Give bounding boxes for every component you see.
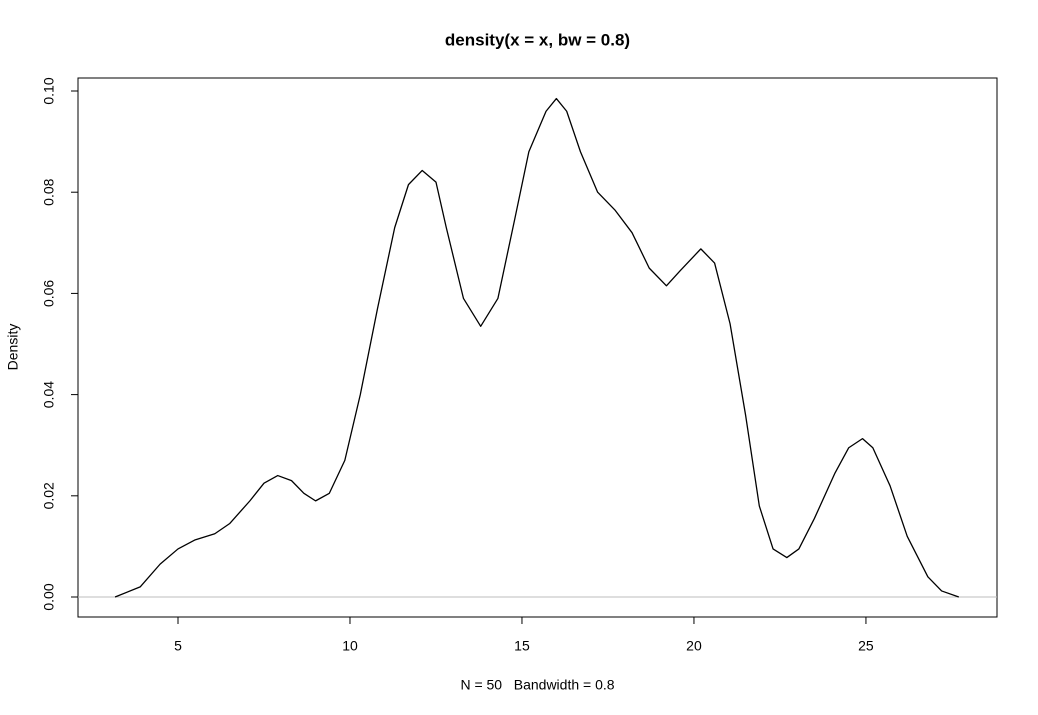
y-tick-label: 0.10 — [41, 77, 57, 104]
y-tick-label: 0.06 — [41, 280, 57, 307]
y-tick-label: 0.04 — [41, 381, 57, 408]
plot-frame — [77, 77, 998, 618]
x-tick-label: 10 — [342, 638, 358, 654]
x-tick-label: 15 — [514, 638, 530, 654]
x-tick-label: 20 — [686, 638, 702, 654]
y-tick-label: 0.08 — [41, 178, 57, 205]
density-line — [114, 97, 960, 598]
x-tick-label: 5 — [174, 638, 182, 654]
y-axis-label: Density — [5, 324, 21, 371]
y-tick-label: 0.02 — [41, 482, 57, 509]
chart-title: density(x = x, bw = 0.8) — [445, 30, 630, 49]
y-tick-label: 0.00 — [41, 583, 57, 610]
x-tick-label: 25 — [858, 638, 874, 654]
x-axis-label: N = 50 Bandwidth = 0.8 — [460, 677, 614, 693]
